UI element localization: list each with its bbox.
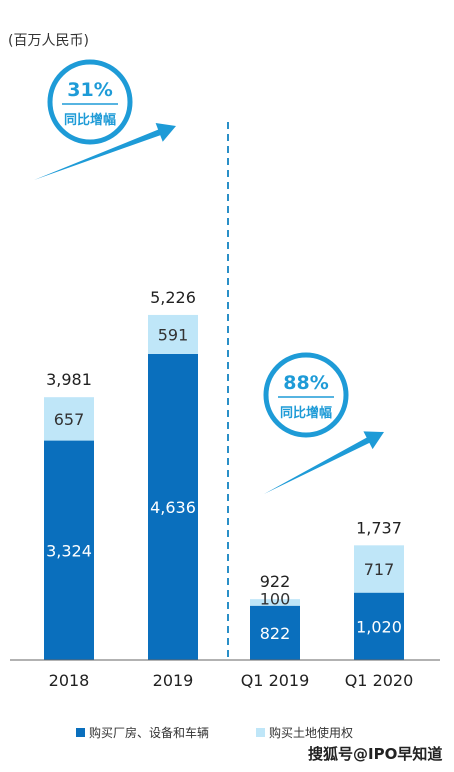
unit-label: (百万人民币): [8, 33, 89, 49]
value-label-land-use-rights: 100: [260, 590, 291, 609]
category-label: 2018: [49, 671, 90, 690]
bar-segment-equipment: [44, 440, 94, 660]
watermark: 搜狐号@IPO早知道: [308, 745, 443, 763]
legend-swatch-equipment: [76, 728, 85, 737]
bar-segment-equipment: [148, 353, 198, 660]
value-label-land-use-rights: 657: [54, 410, 85, 429]
growth-badge-ring: [47, 59, 133, 145]
bar-segment-land-use-rights: [354, 545, 404, 593]
value-label-equipment: 3,324: [46, 541, 92, 560]
bar-segment-land-use-rights: [148, 314, 198, 354]
growth-label: 同比增幅: [64, 112, 116, 128]
bar-segment-land-use-rights: [250, 599, 300, 606]
total-label: 3,981: [46, 370, 92, 389]
legend-swatch-land-use-rights: [256, 728, 265, 737]
total-label: 1,737: [356, 518, 402, 537]
total-label: 5,226: [150, 288, 196, 307]
value-label-land-use-rights: 717: [364, 560, 395, 579]
bar-segment-equipment: [250, 605, 300, 660]
growth-percent: 31%: [67, 79, 112, 101]
value-label-equipment: 822: [260, 624, 291, 643]
legend-label-land-use-rights: 购买土地使用权: [269, 725, 353, 740]
growth-arrow-icon: [34, 123, 176, 180]
category-label: 2019: [153, 671, 194, 690]
bar-segment-land-use-rights: [44, 397, 94, 441]
value-label-equipment: 4,636: [150, 498, 196, 517]
legend-label-equipment: 购买厂房、设备和车辆: [89, 725, 209, 740]
category-label: Q1 2020: [345, 671, 414, 690]
growth-arrow-icon: [264, 431, 384, 494]
total-label: 922: [260, 572, 291, 591]
bar-segment-equipment: [354, 592, 404, 660]
growth-percent: 88%: [283, 372, 328, 394]
growth-label: 同比增幅: [280, 405, 332, 421]
growth-badge-ring: [263, 352, 349, 438]
category-label: Q1 2019: [241, 671, 310, 690]
value-label-land-use-rights: 591: [158, 325, 189, 344]
value-label-equipment: 1,020: [356, 617, 402, 636]
